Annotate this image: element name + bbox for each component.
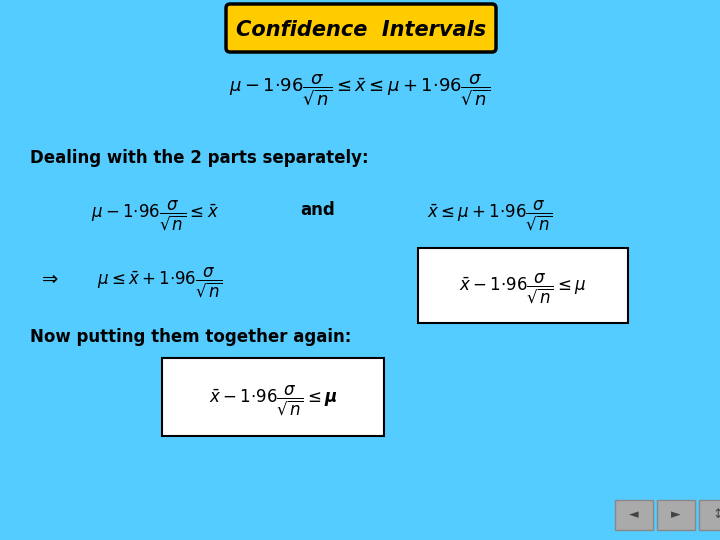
Text: $\bar{x}-1{\cdot}96\dfrac{\sigma}{\sqrt{n}} \leq \boldsymbol{\mu}$: $\bar{x}-1{\cdot}96\dfrac{\sigma}{\sqrt{… (209, 383, 337, 417)
Bar (162, 358, 384, 436)
Text: $\bar{x} \leq \mu+1{\cdot}96\dfrac{\sigma}{\sqrt{n}}$: $\bar{x} \leq \mu+1{\cdot}96\dfrac{\sigm… (427, 198, 553, 232)
Text: Now putting them together again:: Now putting them together again: (30, 328, 351, 346)
FancyBboxPatch shape (226, 4, 496, 52)
Text: Dealing with the 2 parts separately:: Dealing with the 2 parts separately: (30, 149, 369, 167)
Text: Confidence  Intervals: Confidence Intervals (236, 20, 486, 40)
Text: $\mu \leq \bar{x}+1{\cdot}96\dfrac{\sigma}{\sqrt{n}}$: $\mu \leq \bar{x}+1{\cdot}96\dfrac{\sigm… (97, 265, 223, 299)
Bar (699, 500, 720, 530)
Bar (657, 500, 695, 530)
Text: ◄: ◄ (629, 509, 639, 522)
Text: ►: ► (671, 509, 681, 522)
Text: and: and (301, 201, 336, 219)
Text: $\mu-1{\cdot}96\dfrac{\sigma}{\sqrt{n}} \leq \bar{x} \leq \mu+1{\cdot}96\dfrac{\: $\mu-1{\cdot}96\dfrac{\sigma}{\sqrt{n}} … (229, 72, 491, 107)
Text: ↕: ↕ (713, 509, 720, 522)
Text: $\mu-1{\cdot}96\dfrac{\sigma}{\sqrt{n}} \leq \bar{x}$: $\mu-1{\cdot}96\dfrac{\sigma}{\sqrt{n}} … (91, 198, 219, 232)
Bar (615, 500, 653, 530)
Text: $\bar{x}-1{\cdot}96\dfrac{\sigma}{\sqrt{n}} \leq \mu$: $\bar{x}-1{\cdot}96\dfrac{\sigma}{\sqrt{… (459, 271, 587, 305)
Bar (418, 248, 628, 323)
Text: $\Rightarrow$: $\Rightarrow$ (38, 268, 59, 287)
